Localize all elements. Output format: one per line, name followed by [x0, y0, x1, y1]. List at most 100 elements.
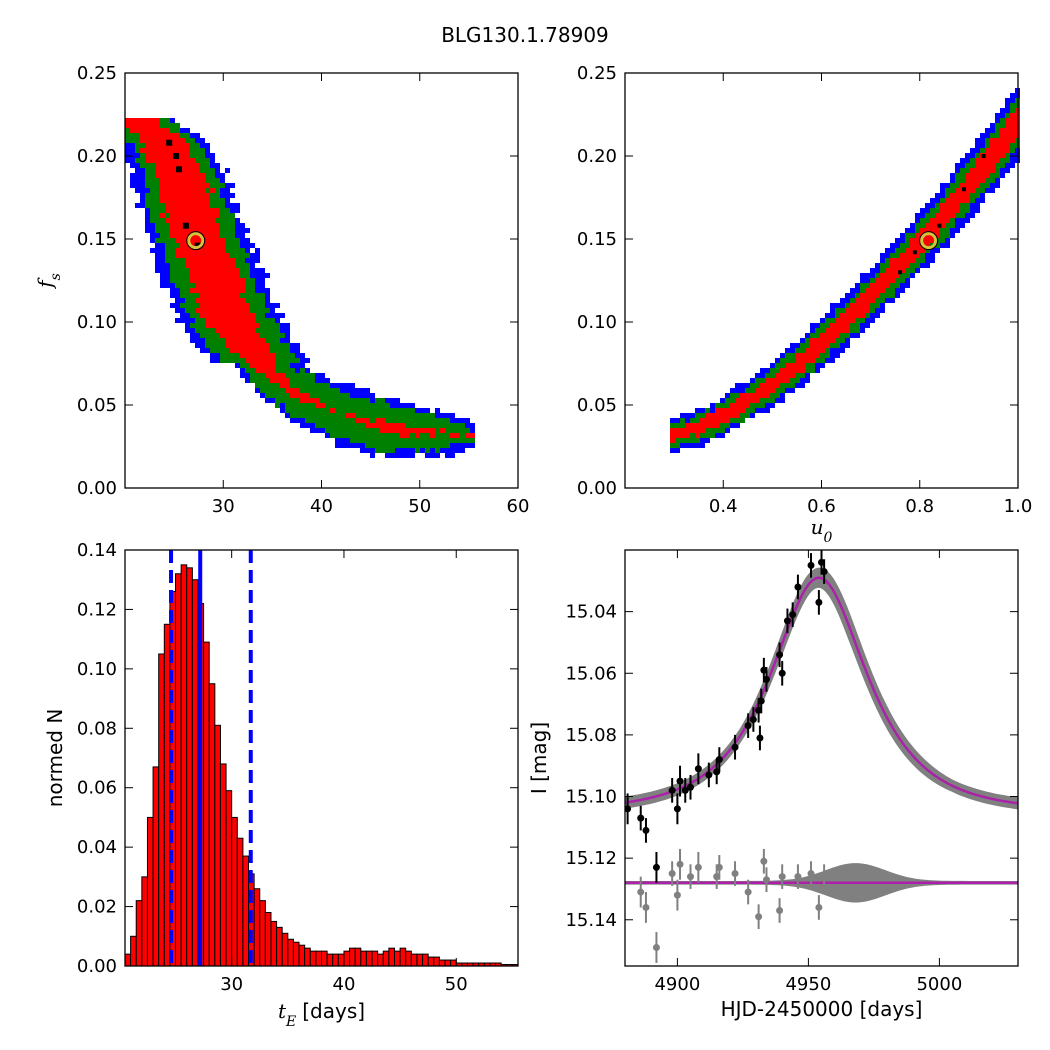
- heatmap-cell: [275, 333, 280, 338]
- heatmap-cell: [890, 288, 895, 293]
- heatmap-cell: [175, 123, 180, 128]
- heatmap-cell: [160, 178, 165, 183]
- heatmap-cell: [1005, 143, 1010, 148]
- heatmap-cell: [945, 183, 950, 188]
- heatmap-cell: [175, 288, 180, 293]
- heatmap-cell: [860, 308, 865, 313]
- heatmap-cell: [205, 153, 210, 158]
- heatmap-cell: [320, 403, 325, 408]
- heatmap-cell: [840, 333, 845, 338]
- best-fit-marker-outline: [186, 231, 206, 251]
- heatmap-cell: [470, 423, 475, 428]
- heatmap-cell: [405, 403, 410, 408]
- heatmap-cell: [265, 318, 270, 323]
- heatmap-cell: [880, 268, 885, 273]
- heatmap-cell: [220, 233, 225, 238]
- heatmap-cell: [825, 318, 830, 323]
- heatmap-cell: [195, 268, 200, 273]
- heatmap-cell: [270, 378, 275, 383]
- heatmap-cell: [140, 198, 145, 203]
- heatmap-cell: [765, 373, 770, 378]
- heatmap-cell: [275, 348, 280, 353]
- heatmap-cell: [415, 423, 420, 428]
- heatmap-cell: [200, 313, 205, 318]
- heatmap-cell: [170, 118, 175, 123]
- histogram-bar: [231, 816, 238, 967]
- panel-bottom-right: 4900 4950 500015.0415.0615.0815.1015.1215.…: [527, 549, 1019, 1021]
- heatmap-cell: [145, 183, 150, 188]
- heatmap-cell: [340, 443, 345, 448]
- heatmap-cell: [265, 303, 270, 308]
- heatmap-cell: [740, 388, 745, 393]
- heatmap-cell: [885, 253, 890, 258]
- heatmap-cell: [830, 313, 835, 318]
- heatmap-cell: [990, 163, 995, 168]
- heatmap-cell: [190, 328, 195, 333]
- heatmap-cell: [180, 243, 185, 248]
- heatmap-cell: [250, 373, 255, 378]
- heatmap-cell: [165, 253, 170, 258]
- heatmap-cell: [670, 438, 675, 443]
- heatmap-cell: [245, 328, 250, 333]
- heatmap-cell: [235, 263, 240, 268]
- heatmap-cell: [975, 193, 980, 198]
- heatmap-cell: [880, 303, 885, 308]
- heatmap-cell: [905, 263, 910, 268]
- heatmap-cell: [840, 338, 845, 343]
- heatmap-cell: [865, 283, 870, 288]
- heatmap-cell: [225, 273, 230, 278]
- heatmap-cell: [905, 258, 910, 263]
- heatmap-cell: [170, 158, 175, 163]
- heatmap-cell: [300, 388, 305, 393]
- heatmap-cell: [950, 208, 955, 213]
- heatmap-cell: [170, 188, 175, 193]
- heatmap-cell: [170, 258, 175, 263]
- heatmap-cell: [385, 443, 390, 448]
- heatmap-cell: [140, 133, 145, 138]
- heatmap-cell: [990, 133, 995, 138]
- heatmap-cell: [795, 353, 800, 358]
- heatmap-cell: [800, 358, 805, 363]
- heatmap-cell: [345, 428, 350, 433]
- data-point: [776, 651, 784, 659]
- heatmap-cell: [325, 408, 330, 413]
- heatmap-cell: [190, 293, 195, 298]
- heatmap-cell: [185, 258, 190, 263]
- heatmap-cell: [285, 393, 290, 398]
- heatmap-cell: [210, 298, 215, 303]
- heatmap-cell: [400, 433, 405, 438]
- heatmap-cell: [365, 403, 370, 408]
- heatmap-cell: [200, 303, 205, 308]
- heatmap-cell: [140, 173, 145, 178]
- heatmap-cell: [205, 328, 210, 333]
- heatmap-cell: [190, 323, 195, 328]
- heatmap-cell: [900, 248, 905, 253]
- heatmap-cell: [195, 338, 200, 343]
- heatmap-cell: [720, 433, 725, 438]
- heatmap-cell: [970, 213, 975, 218]
- heatmap-cell: [415, 448, 420, 453]
- histogram-bar: [253, 888, 261, 967]
- heatmap-cell: [445, 453, 450, 458]
- residual-point: [694, 863, 702, 871]
- heatmap-cell: [990, 188, 995, 193]
- heatmap-cell: [260, 298, 265, 303]
- heatmap-cell: [225, 238, 230, 243]
- heatmap-cell: [365, 423, 370, 428]
- heatmap-cell: [785, 348, 790, 353]
- best-fit-marker-outline: [919, 231, 939, 251]
- heatmap-cell: [160, 123, 165, 128]
- heatmap-cell: [145, 138, 150, 143]
- heatmap-cell: [460, 428, 465, 433]
- heatmap-cell: [465, 438, 470, 443]
- heatmap-cell: [390, 418, 395, 423]
- heatmap-cell: [285, 353, 290, 358]
- heatmap-cell: [240, 233, 245, 238]
- heatmap-cell: [875, 313, 880, 318]
- heatmap-cell: [385, 413, 390, 418]
- heatmap-cell: [255, 348, 260, 353]
- heatmap-cell: [760, 398, 765, 403]
- heatmap-cell: [735, 423, 740, 428]
- histogram-bar: [225, 790, 233, 967]
- heatmap-cell: [185, 158, 190, 163]
